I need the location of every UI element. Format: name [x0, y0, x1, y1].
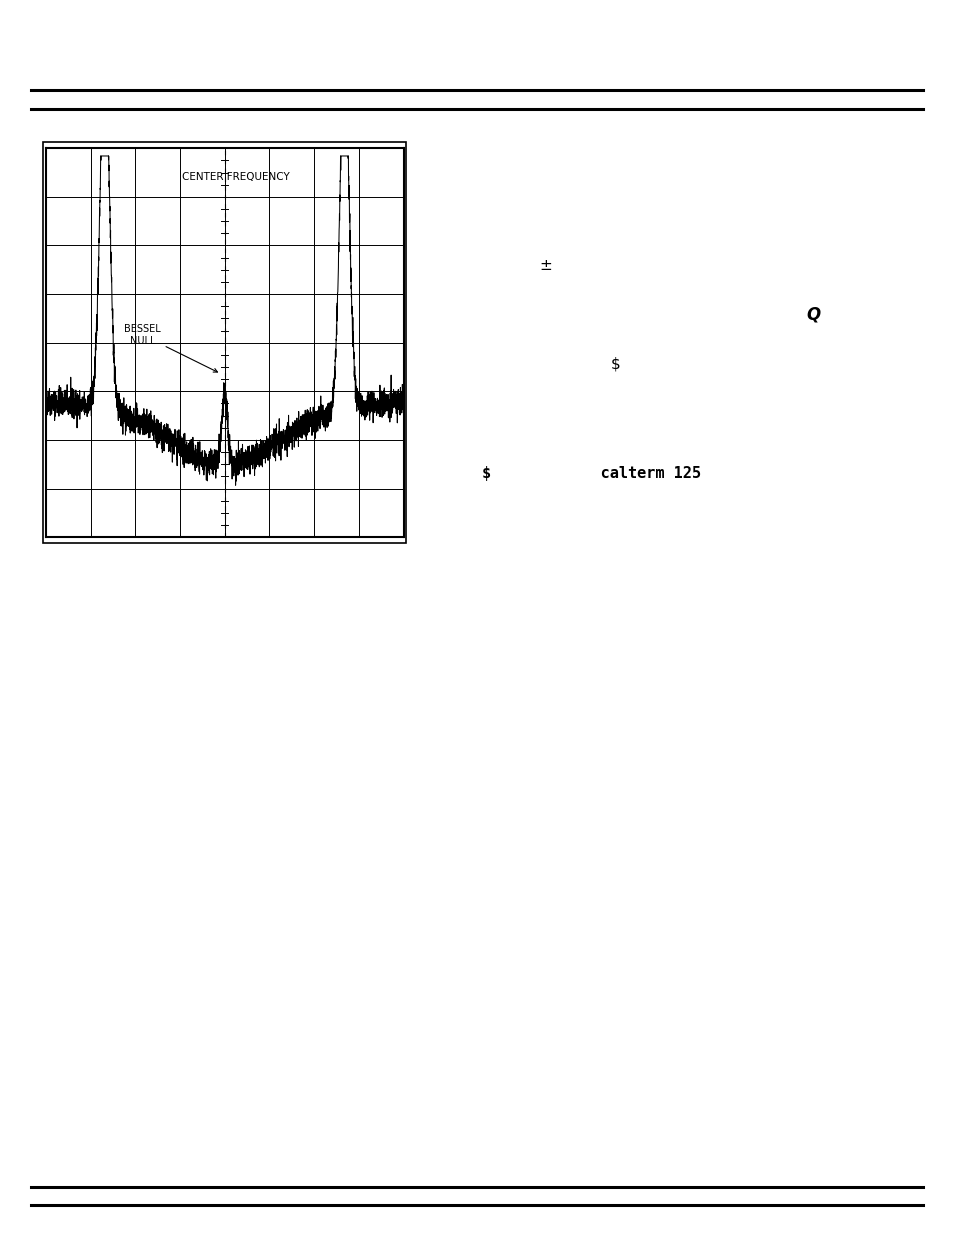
Text: Q: Q	[805, 306, 820, 324]
Text: CENTER FREQUENCY: CENTER FREQUENCY	[181, 172, 289, 182]
Text: $            calterm 125: $ calterm 125	[481, 466, 700, 480]
Text: BESSEL
NULL: BESSEL NULL	[124, 324, 217, 372]
Text: $: $	[610, 357, 619, 372]
Text: ±: ±	[538, 258, 551, 273]
